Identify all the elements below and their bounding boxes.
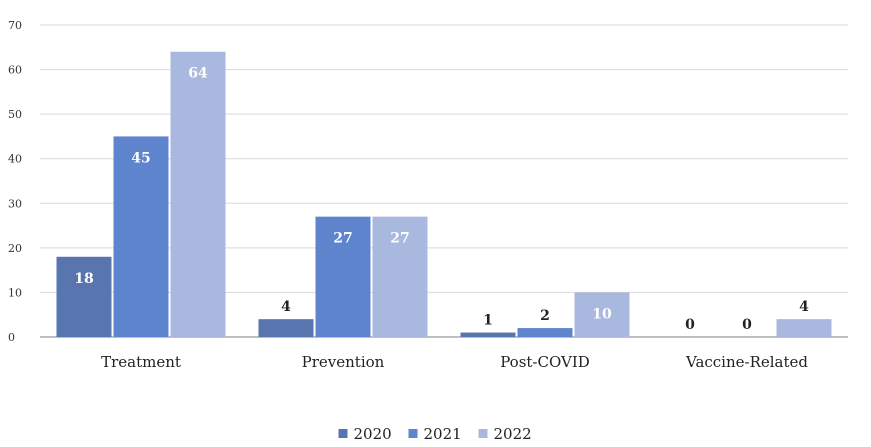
- data-label: 27: [333, 231, 352, 247]
- bar-2020-post-covid: [460, 332, 516, 337]
- legend-swatch-2021: [408, 429, 418, 438]
- data-label: 0: [685, 317, 695, 333]
- bar-2022-prevention: [372, 216, 428, 337]
- y-tick-label: 0: [8, 331, 15, 344]
- category-label: Post-COVID: [500, 353, 590, 371]
- data-label: 10: [592, 306, 612, 322]
- legend-swatch-2020: [338, 429, 348, 438]
- data-label: 2: [540, 308, 550, 324]
- data-label: 45: [131, 150, 150, 166]
- legend-label-2022: 2022: [494, 425, 532, 443]
- bar-2021-prevention: [315, 216, 371, 337]
- bar-2020-prevention: [258, 319, 314, 337]
- legend-label-2020: 2020: [354, 425, 392, 443]
- bars: [56, 51, 832, 337]
- bar-2021-treatment: [113, 136, 169, 337]
- data-label: 27: [390, 231, 409, 247]
- bar-2020-treatment: [56, 256, 112, 337]
- data-label: 1: [483, 313, 493, 329]
- y-tick-label: 50: [8, 108, 22, 121]
- data-label: 18: [74, 271, 93, 287]
- category-label: Treatment: [101, 353, 181, 371]
- y-tick-label: 70: [8, 19, 22, 32]
- category-label: Prevention: [302, 353, 385, 371]
- bar-2022-post-covid: [574, 292, 630, 337]
- y-tick-label: 40: [8, 153, 22, 166]
- y-axis-ticks: 0 10 20 30 40 50 60 70: [8, 19, 22, 344]
- x-axis-categories: Treatment Prevention Post-COVID Vaccine-Rel…: [101, 353, 808, 371]
- y-tick-label: 30: [8, 197, 22, 210]
- y-tick-label: 60: [8, 64, 22, 77]
- data-label: 64: [188, 66, 208, 82]
- y-tick-label: 10: [8, 286, 22, 299]
- bar-2022-vaccine-related: [776, 319, 832, 337]
- bar-2022-treatment: [170, 51, 226, 337]
- data-label: 4: [281, 299, 291, 315]
- bar-2021-post-covid: [517, 328, 573, 337]
- legend-swatch-2022: [478, 429, 488, 438]
- data-label: 4: [799, 299, 809, 315]
- y-tick-label: 20: [8, 242, 22, 255]
- legend: 2020 2021 2022: [338, 425, 532, 443]
- legend-label-2021: 2021: [424, 425, 462, 443]
- category-label: Vaccine-Related: [685, 353, 808, 371]
- data-label: 0: [742, 317, 752, 333]
- data-labels: 18 45 64 4 27 27 1 2 10 0 0 4: [74, 66, 809, 333]
